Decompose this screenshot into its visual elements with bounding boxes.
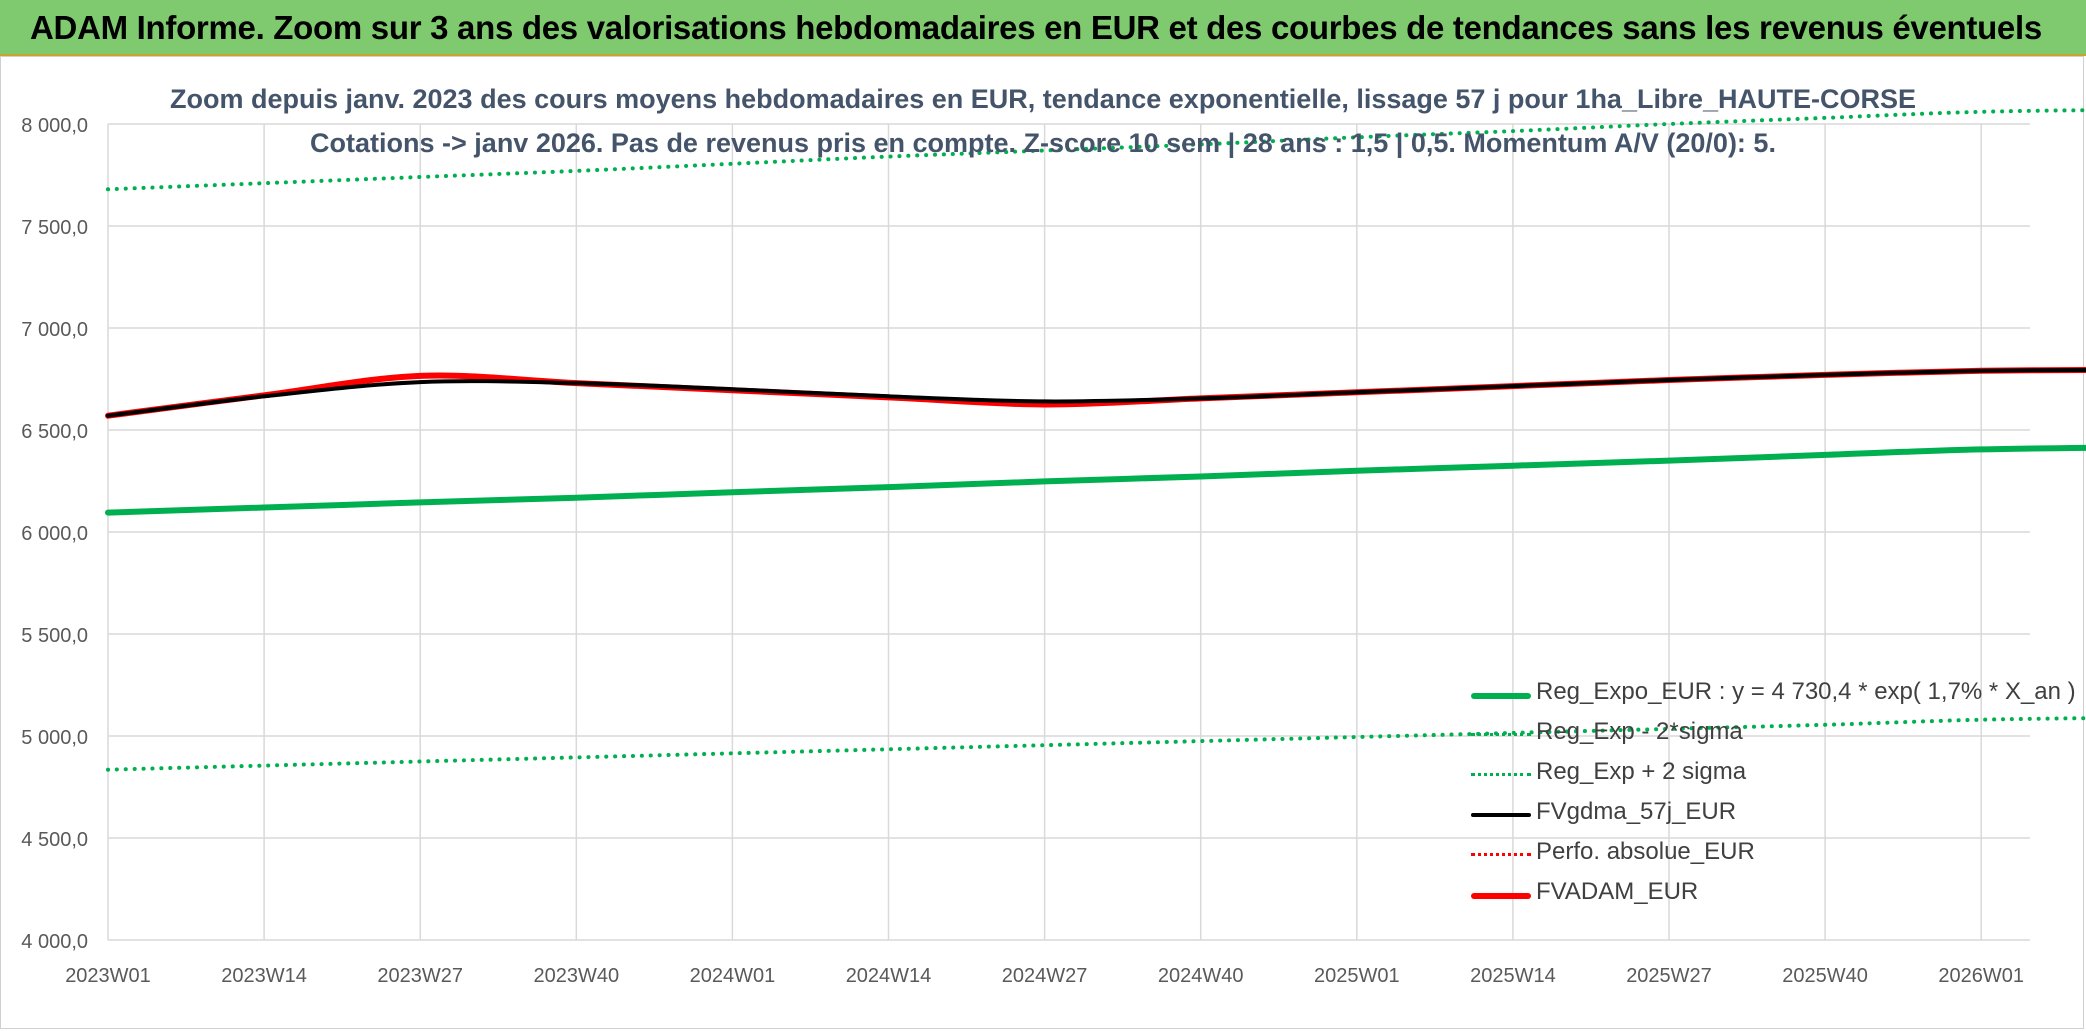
x-tick-label: 2023W14 [221,965,307,987]
chart-title-line-1: Zoom depuis janv. 2023 des cours moyens … [169,84,1916,114]
legend-label: FVgdma_57j_EUR [1536,798,1737,825]
x-tick-label: 2024W01 [690,965,776,987]
report-banner: ADAM Informe. Zoom sur 3 ans des valoris… [0,0,2086,56]
chart-grid [107,123,2030,941]
chart-legend: Reg_Expo_EUR : y = 4 730,4 * exp( 1,7% *… [1466,674,2076,914]
y-tick-label: 6 000,0 [21,523,88,545]
x-tick-label: 2024W14 [846,965,932,987]
x-tick-label: 2024W27 [1002,965,1088,987]
legend-item-perfo-absolue: Perfo. absolue_EUR [1466,834,2046,874]
y-tick-label: 4 500,0 [21,829,88,851]
legend-swatch [1471,693,1531,699]
x-tick-label: 2023W40 [533,965,619,987]
legend-label: FVADAM_EUR [1536,878,1699,905]
y-tick-label: 5 000,0 [21,727,88,749]
chart-axes: 4 000,0 4 500,0 5 000,0 5 500,0 6 000,0 6 500… [21,115,2024,987]
legend-item-reg-exp-plus: Reg_Exp + 2 sigma [1466,754,2046,794]
chart-series [105,108,2086,772]
x-tick-label: 2023W01 [65,965,151,987]
chart-frame [0,56,2084,1029]
legend-item-fvgdma: FVgdma_57j_EUR [1466,794,2046,834]
legend-item-fvadam: FVADAM_EUR [1466,874,2046,914]
series-line-1 [106,716,2086,772]
legend-swatch [1471,893,1531,899]
series-line-0 [105,444,2086,516]
y-tick-label: 6 500,0 [21,421,88,443]
x-tick-label: 2025W14 [1470,965,1556,987]
chart-title-line-2: Cotations -> janv 2026. Pas de revenus p… [310,128,1776,158]
legend-swatch [1471,813,1531,817]
y-tick-label: 4 000,0 [21,931,88,953]
x-tick-label: 2025W01 [1314,965,1400,987]
legend-label: Reg_Exp - 2*sigma [1536,718,1743,745]
y-tick-label: 5 500,0 [21,625,88,647]
x-tick-label: 2026W01 [1938,965,2024,987]
legend-swatch [1471,853,1531,856]
report-title: ADAM Informe. Zoom sur 3 ans des valoris… [30,9,2042,46]
series-line-2 [106,108,2086,192]
x-tick-label: 2024W40 [1158,965,1244,987]
x-tick-label: 2023W27 [377,965,463,987]
y-tick-label: 7 500,0 [21,217,88,239]
legend-swatch [1471,773,1531,776]
legend-item-reg-expo: Reg_Expo_EUR : y = 4 730,4 * exp( 1,7% *… [1466,674,2076,714]
legend-item-reg-exp-minus: Reg_Exp - 2*sigma [1466,714,2046,754]
series-line-3 [106,368,2086,418]
legend-label: Reg_Exp + 2 sigma [1536,758,1747,785]
legend-label: Reg_Expo_EUR : y = 4 730,4 * exp( 1,7% *… [1536,678,2076,705]
legend-label: Perfo. absolue_EUR [1536,838,1755,865]
y-tick-label: 7 000,0 [21,319,88,341]
x-tick-label: 2025W27 [1626,965,1712,987]
legend-swatch [1471,733,1531,736]
y-tick-label: 8 000,0 [21,115,88,137]
x-tick-label: 2025W40 [1782,965,1868,987]
